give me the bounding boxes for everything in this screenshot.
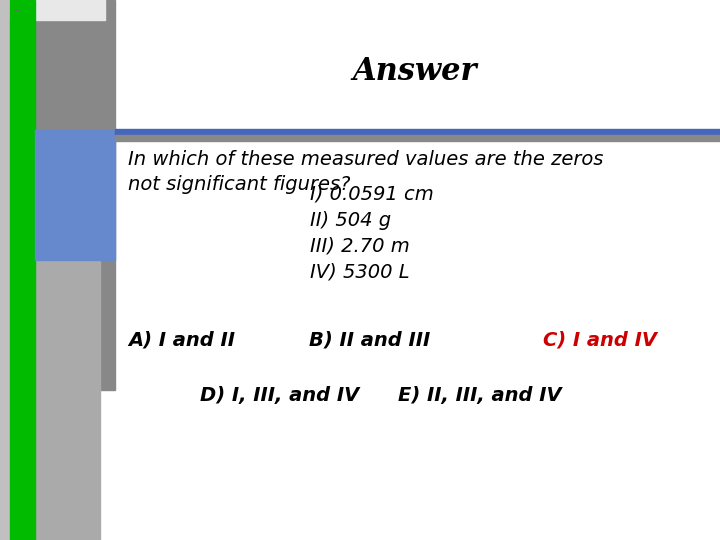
Bar bbox=[115, 129, 720, 135]
Text: I) 0.0591 cm: I) 0.0591 cm bbox=[310, 185, 433, 204]
Text: II) 504 g: II) 504 g bbox=[310, 211, 391, 230]
Bar bbox=[115, 135, 720, 141]
Text: –: – bbox=[13, 5, 19, 15]
Text: C) I and IV: C) I and IV bbox=[543, 330, 657, 349]
Text: E) II, III, and IV: E) II, III, and IV bbox=[398, 386, 562, 404]
Bar bbox=[10, 0, 105, 20]
Bar bbox=[35, 150, 100, 540]
Text: III) 2.70 m: III) 2.70 m bbox=[310, 237, 410, 256]
Bar bbox=[0, 0, 10, 540]
Bar bbox=[35, 0, 115, 390]
Bar bbox=[35, 130, 115, 260]
Text: In which of these measured values are the zeros
not significant figures?: In which of these measured values are th… bbox=[128, 150, 603, 194]
Text: A) I and II: A) I and II bbox=[128, 330, 235, 349]
Text: Answer: Answer bbox=[353, 57, 477, 87]
Text: D) I, III, and IV: D) I, III, and IV bbox=[200, 386, 359, 404]
Text: IV) 5300 L: IV) 5300 L bbox=[310, 263, 410, 282]
Bar bbox=[10, 0, 35, 540]
Text: B) II and III: B) II and III bbox=[310, 330, 431, 349]
